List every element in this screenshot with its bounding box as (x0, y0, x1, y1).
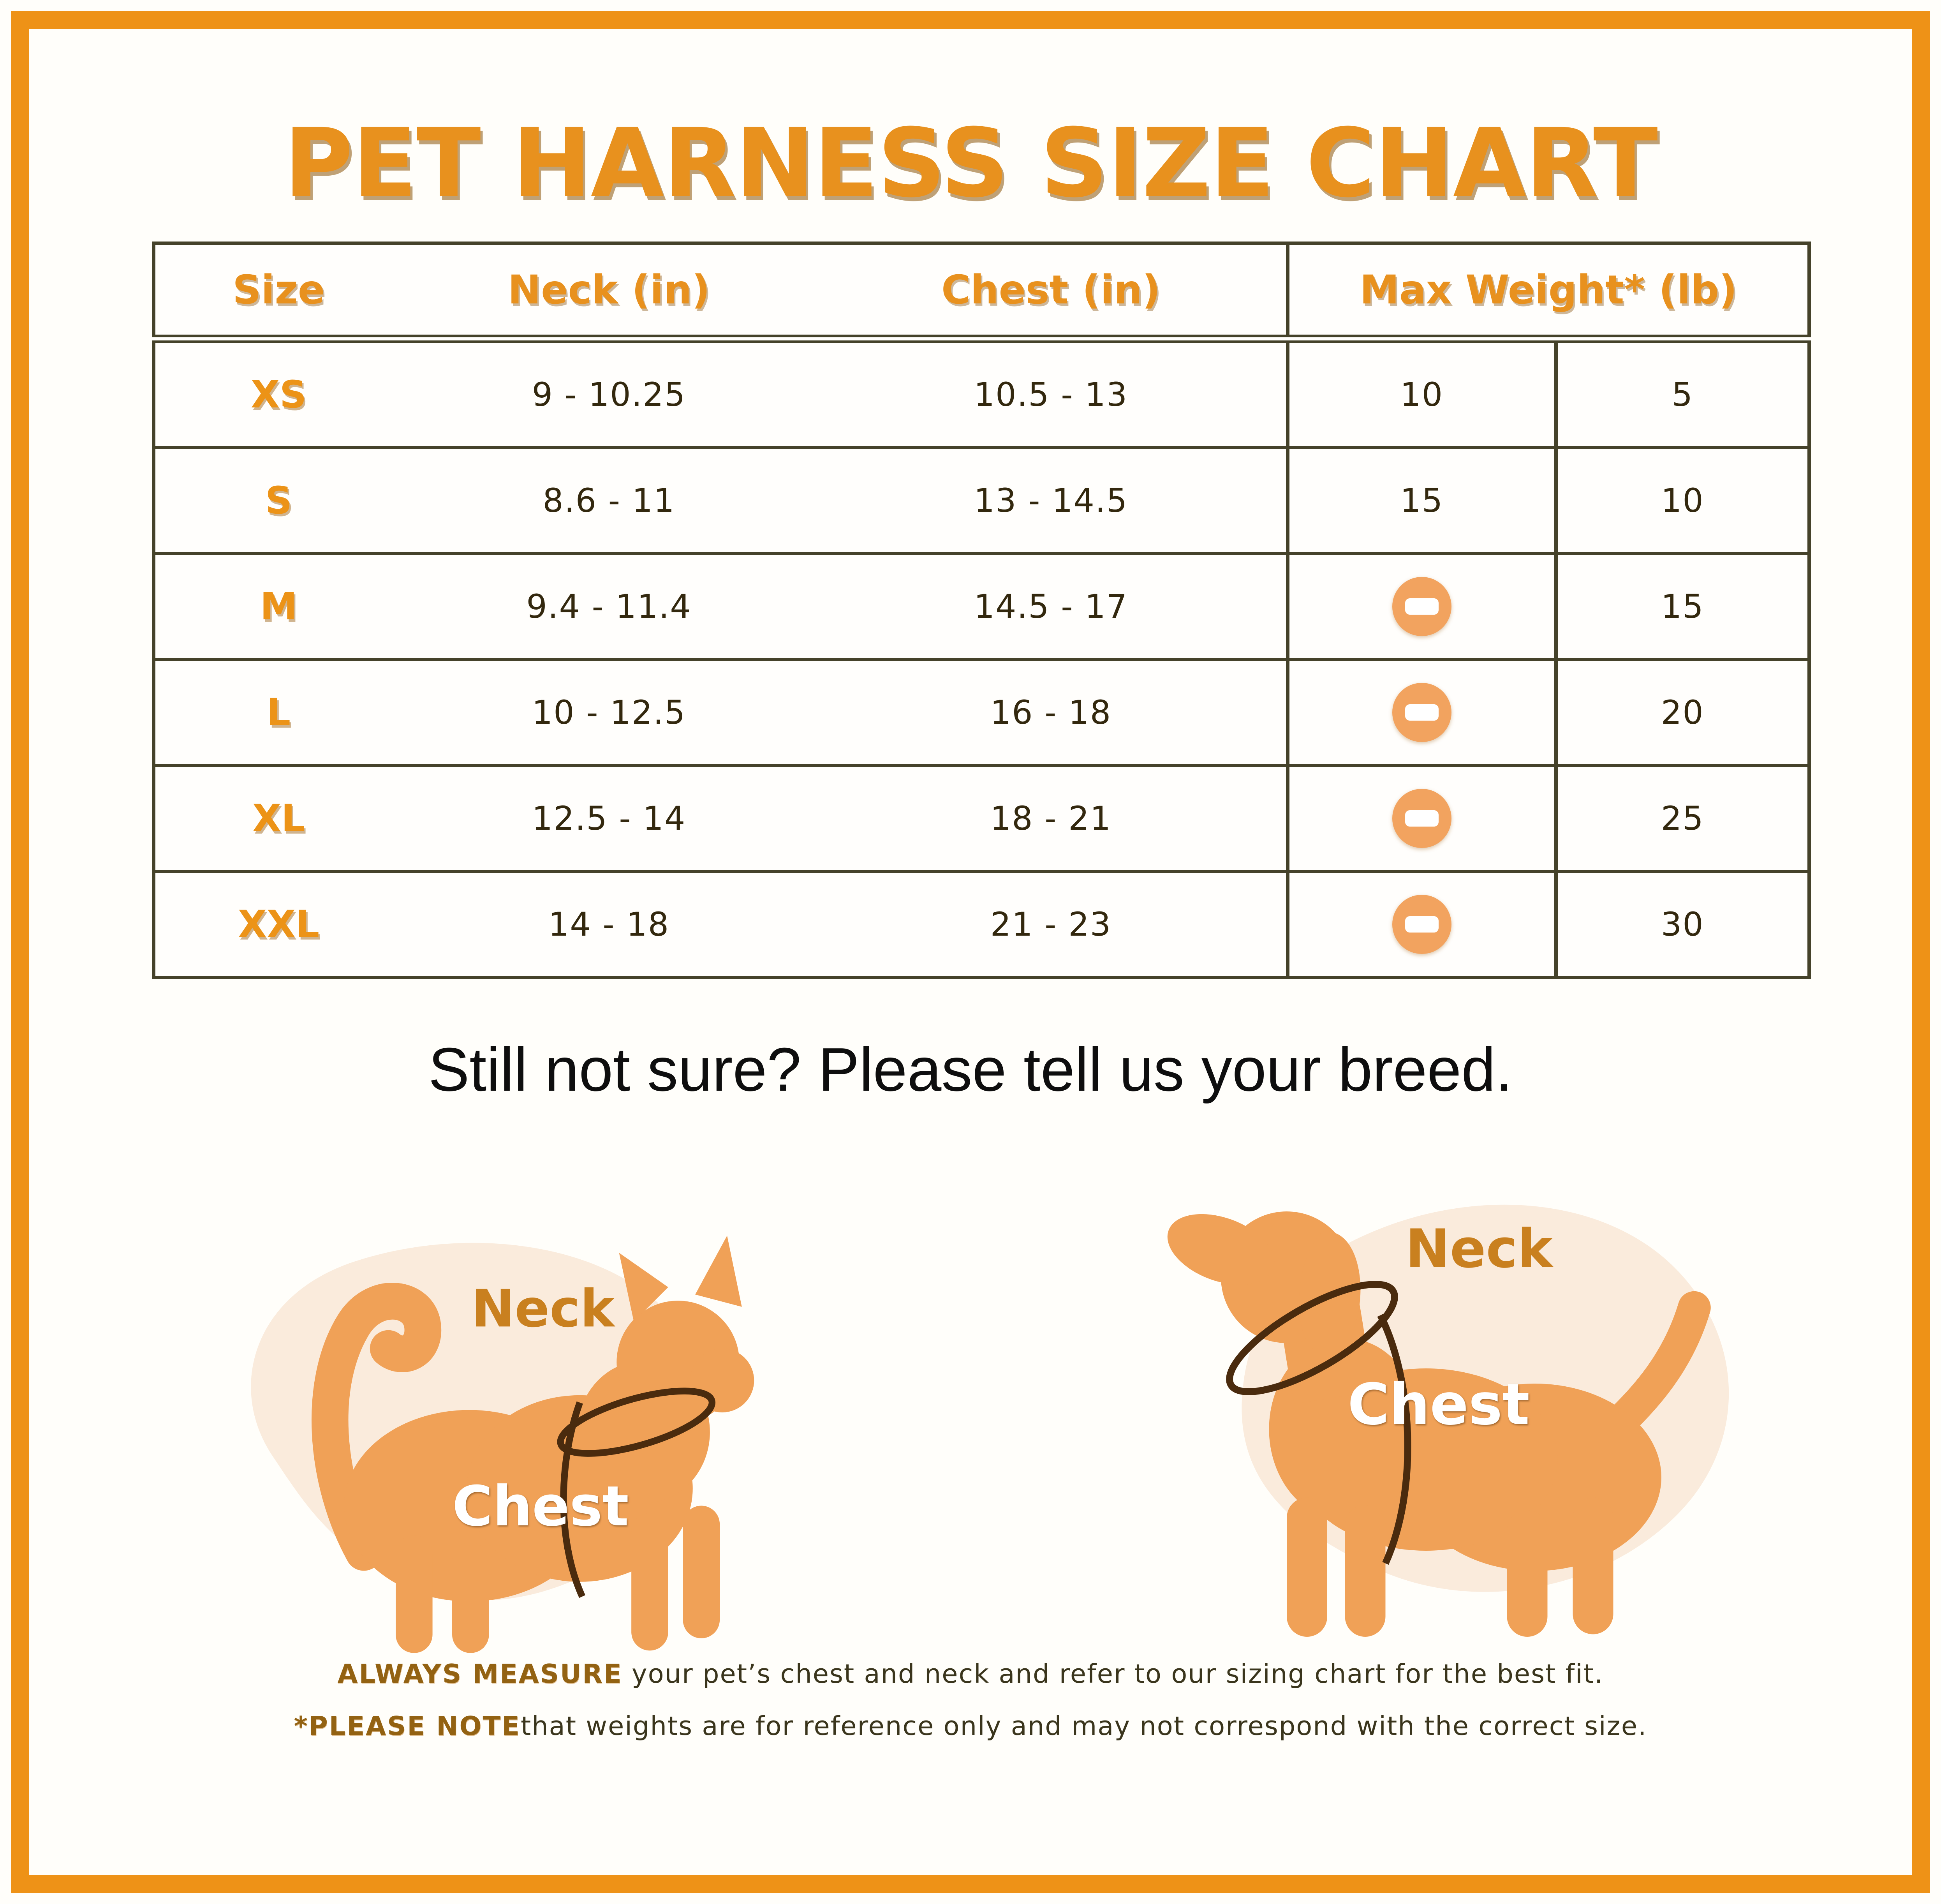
cat-front-leg (683, 1506, 720, 1638)
chest-cell: 18 - 21 (816, 765, 1288, 873)
table-row: XL 12.5 - 14 18 - 21 25 (153, 765, 1809, 873)
header-size: Size (153, 243, 402, 343)
weight-large-cell: 25 (1554, 765, 1809, 873)
dog-chest-measure-line (1377, 1313, 1411, 1565)
chest-cell: 14.5 - 17 (816, 554, 1288, 661)
neck-cell: 8.6 - 11 (402, 448, 816, 555)
weight-small-cell (1286, 659, 1556, 767)
footer-note-line: *PLEASE NOTEthat weights are for referen… (0, 1711, 1941, 1741)
dog-neck-measure-line (1226, 1281, 1398, 1395)
subtitle-text: Still not sure? Please tell us your bree… (428, 1035, 1513, 1104)
neck-cell: 14 - 18 (548, 905, 670, 943)
minus-icon (1392, 789, 1451, 848)
minus-icon (1392, 577, 1451, 636)
chest-cell: 21 - 23 (990, 905, 1112, 943)
table-row: XS 9 - 10.25 10.5 - 13 10 5 (153, 339, 1809, 449)
weight-small-cell: 10 (1286, 339, 1556, 449)
dog-rear-leg (1573, 1497, 1613, 1634)
cat-ear-left (619, 1253, 668, 1322)
size-cell: XL (153, 765, 402, 873)
dog-front-leg (1345, 1505, 1386, 1637)
dog-neck-label: Neck (1406, 1218, 1554, 1280)
footer-measure-lead: ALWAYS MEASURE (337, 1659, 623, 1689)
size-cell: M (153, 554, 402, 661)
cat-ear-right (695, 1236, 742, 1307)
weight-small-cell (1286, 554, 1556, 661)
header-neck: Neck (in) (402, 243, 816, 343)
cat-chest-label: Chest (452, 1474, 629, 1539)
header-max-weight: Max Weight* (lb) (1286, 243, 1809, 343)
neck-cell: 10 - 12.5 (402, 659, 816, 767)
neck-cell: 9.4 - 11.4 (402, 554, 816, 661)
dog-rear-leg (1507, 1510, 1548, 1637)
size-cell: XS (153, 339, 402, 449)
table-row: S 8.6 - 11 13 - 14.5 15 10 (153, 448, 1809, 555)
size-cell: L (153, 659, 402, 767)
cat-neck-label: Neck (472, 1279, 616, 1339)
neck-cell: 12.5 - 14 (402, 765, 816, 873)
cat-rear-leg (452, 1543, 489, 1653)
minus-icon (1392, 895, 1451, 954)
size-cell: S (153, 448, 402, 555)
chest-cell: 16 - 18 (816, 659, 1288, 767)
chest-cell: 13 - 14.5 (816, 448, 1288, 555)
weight-small-cell (1286, 765, 1556, 873)
dog-snout (1167, 1214, 1275, 1285)
weight-large-cell: 10 (1554, 448, 1809, 555)
weight-small-cell (1286, 871, 1556, 978)
dog-front-leg (1287, 1497, 1327, 1637)
table-row: XXL 14 - 18 21 - 23 30 (154, 871, 1809, 978)
page-title: PET HARNESS SIZE CHART (284, 108, 1658, 219)
header-chest: Chest (in) (816, 243, 1288, 343)
cat-front-leg (631, 1513, 668, 1651)
cat-muzzle (690, 1349, 754, 1412)
chest-cell: 10.5 - 13 (816, 339, 1288, 449)
size-table: Size Neck (in) Chest (in) Max Weight* (l… (152, 242, 1811, 979)
footer-measure-text: your pet’s chest and neck and refer to o… (622, 1659, 1604, 1689)
dog-illustration: Neck Chest (1167, 1204, 1729, 1637)
weight-large-cell: 30 (1554, 871, 1809, 978)
cat-tail (312, 1283, 442, 1571)
size-cell: XXL (238, 903, 320, 946)
table-header-row: Size Neck (in) Chest (in) Max Weight* (l… (153, 243, 1809, 343)
cat-chest-measure-line (560, 1401, 585, 1598)
footer-note-text: that weights are for reference only and … (520, 1711, 1647, 1741)
weight-large-cell: 5 (1554, 339, 1809, 449)
weight-large-cell: 20 (1554, 659, 1809, 767)
minus-icon (1392, 683, 1451, 742)
cat-neck-measure-line (557, 1387, 716, 1457)
cat-illustration: Neck Chest (251, 1236, 754, 1653)
footer-measure-line: ALWAYS MEASURE your pet’s chest and neck… (0, 1659, 1941, 1689)
cat-rear-leg (396, 1535, 433, 1653)
footer-note-lead: *PLEASE NOTE (294, 1711, 521, 1741)
neck-cell: 9 - 10.25 (402, 339, 816, 449)
dog-chest-label: Chest (1347, 1372, 1530, 1438)
weight-large-cell: 15 (1554, 554, 1809, 661)
weight-small-cell: 15 (1286, 448, 1556, 555)
table-row: L 10 - 12.5 16 - 18 20 (153, 659, 1809, 767)
table-row: M 9.4 - 11.4 14.5 - 17 15 (153, 554, 1809, 661)
